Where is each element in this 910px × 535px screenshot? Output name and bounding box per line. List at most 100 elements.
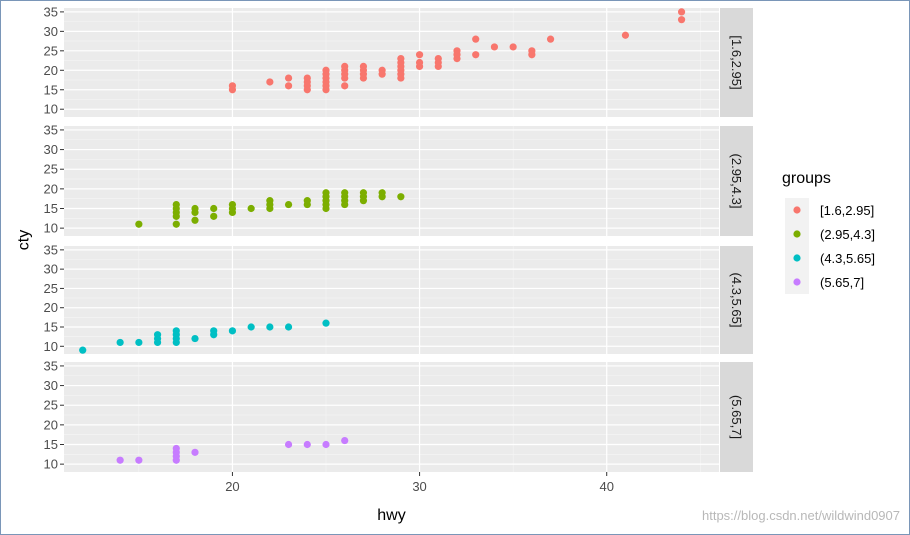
data-point: [191, 448, 199, 456]
watermark-text: https://blog.csdn.net/wildwind0907: [701, 508, 900, 523]
data-point: [415, 58, 424, 67]
data-point: [266, 323, 274, 331]
data-point: [397, 55, 405, 63]
y-tick-label: 30: [44, 262, 58, 277]
data-point: [284, 440, 293, 449]
y-tick-label: 20: [44, 417, 58, 432]
y-tick-label: 20: [44, 181, 58, 196]
data-point: [135, 220, 143, 228]
data-point: [490, 43, 499, 51]
data-point: [397, 193, 405, 201]
legend-label: (4.3,5.65]: [820, 251, 875, 266]
data-point: [378, 66, 386, 74]
y-tick-label: 15: [44, 201, 58, 216]
data-point: [284, 323, 293, 331]
data-point: [135, 338, 143, 347]
data-point: [191, 204, 199, 213]
data-point: [453, 47, 461, 55]
data-point: [677, 8, 686, 16]
data-point: [247, 323, 255, 331]
facet-strip: [720, 362, 753, 472]
y-tick-label: 10: [44, 102, 58, 117]
data-point: [322, 440, 330, 449]
data-point: [116, 456, 124, 464]
legend-key-point: [793, 254, 801, 262]
facet-strip-label: (5.65,7]: [729, 395, 744, 439]
facet-strip: [720, 246, 753, 354]
data-point: [303, 440, 311, 449]
panel-background: [64, 8, 719, 117]
legend-key-point: [793, 230, 801, 238]
facet-strip: [720, 8, 753, 117]
data-point: [546, 35, 555, 43]
data-point: [303, 197, 311, 205]
data-point: [322, 189, 330, 197]
data-point: [322, 319, 330, 327]
data-point: [322, 66, 330, 74]
data-point: [172, 220, 180, 228]
data-point: [172, 327, 180, 335]
y-tick-label: 35: [44, 122, 58, 137]
facet-strip-label: [1.6,2.95]: [729, 35, 744, 89]
facet-strip: [720, 126, 753, 236]
data-point: [153, 331, 162, 339]
data-point: [359, 189, 368, 197]
y-axis-title: cty: [16, 230, 33, 250]
data-point: [228, 82, 237, 90]
facet-strip-label: (2.95,4.3]: [729, 154, 744, 209]
y-tick-label: 20: [44, 63, 58, 78]
x-tick-label: 30: [412, 479, 426, 494]
y-tick-label: 35: [44, 242, 58, 257]
data-point: [378, 189, 386, 197]
y-tick-label: 30: [44, 378, 58, 393]
y-tick-label: 35: [44, 4, 58, 19]
data-point: [210, 212, 218, 220]
data-point: [191, 334, 199, 343]
data-point: [172, 200, 180, 209]
data-point: [135, 456, 143, 464]
data-point: [528, 47, 536, 55]
data-point: [284, 200, 293, 209]
data-point: [472, 51, 480, 59]
data-point: [341, 436, 349, 445]
data-point: [210, 327, 218, 335]
x-tick-label: 40: [599, 479, 613, 494]
data-point: [509, 43, 517, 51]
data-point: [172, 444, 180, 453]
data-point: [284, 74, 293, 82]
y-tick-label: 30: [44, 24, 58, 39]
legend-title: groups: [782, 170, 831, 187]
data-point: [621, 31, 630, 39]
panel-background: [64, 246, 719, 354]
data-point: [284, 82, 293, 90]
legend-key-point: [793, 278, 801, 286]
y-tick-label: 35: [44, 358, 58, 373]
data-point: [341, 82, 349, 90]
y-tick-label: 15: [44, 437, 58, 452]
x-axis-title: hwy: [377, 507, 405, 524]
data-point: [359, 62, 368, 70]
data-point: [434, 55, 442, 63]
y-tick-label: 10: [44, 457, 58, 472]
data-point: [415, 51, 424, 59]
y-tick-label: 15: [44, 320, 58, 335]
y-tick-label: 10: [44, 221, 58, 236]
facet-strip-label: (4.3,5.65]: [729, 273, 744, 328]
data-point: [341, 62, 349, 70]
legend-label: (5.65,7]: [820, 275, 864, 290]
data-point: [677, 16, 686, 24]
y-tick-label: 25: [44, 162, 58, 177]
y-tick-label: 25: [44, 43, 58, 58]
data-point: [266, 197, 274, 205]
y-tick-label: 15: [44, 82, 58, 97]
data-point: [341, 189, 349, 197]
panel-background: [64, 126, 719, 236]
legend-label: [1.6,2.95]: [820, 203, 874, 218]
y-tick-label: 20: [44, 300, 58, 315]
data-point: [228, 200, 237, 209]
data-point: [247, 204, 255, 213]
y-tick-label: 30: [44, 142, 58, 157]
data-point: [472, 35, 480, 43]
y-tick-label: 25: [44, 398, 58, 413]
